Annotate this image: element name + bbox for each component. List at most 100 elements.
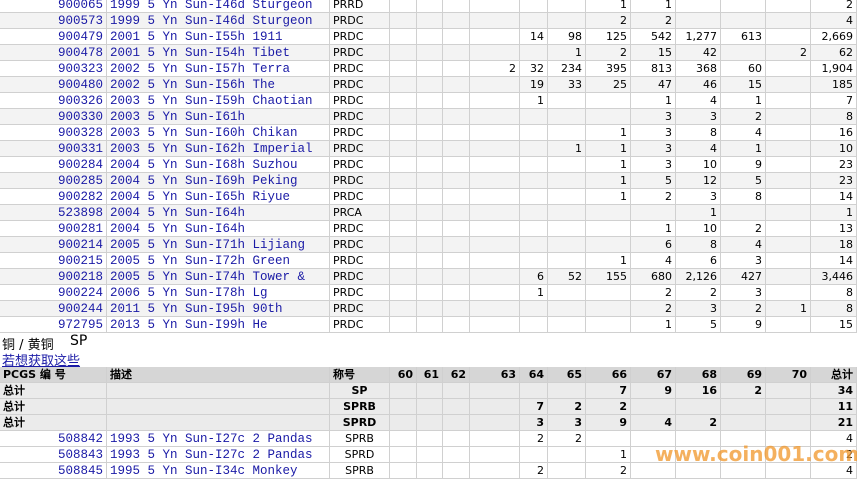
description[interactable]: 1993 5 Yn Sun-I27c 2 Pandas — [107, 431, 330, 447]
grade-count: 3 — [631, 157, 676, 173]
total-count: 8 — [811, 109, 857, 125]
pcgs-number[interactable]: 523898 — [0, 205, 107, 221]
total-count: 21 — [811, 415, 857, 431]
pcgs-number[interactable]: 900331 — [0, 141, 107, 157]
designation: SPRB — [330, 431, 390, 447]
grade-count — [443, 285, 470, 301]
pcgs-number[interactable]: 900244 — [0, 301, 107, 317]
grade-count: 2 — [548, 431, 586, 447]
description[interactable]: 2003 5 Yn Sun-I59h Chaotian — [107, 93, 330, 109]
grade-count — [586, 317, 631, 333]
description[interactable]: 1995 5 Yn Sun-I34c Monkey — [107, 463, 330, 479]
description[interactable]: 2002 5 Yn Sun-I57h Terra — [107, 61, 330, 77]
pcgs-number[interactable]: 900215 — [0, 253, 107, 269]
grade-count — [390, 285, 417, 301]
pcgs-number[interactable]: 900285 — [0, 173, 107, 189]
grade-count: 2 — [721, 109, 766, 125]
description[interactable]: 2001 5 Yn Sun-I55h 1911 — [107, 29, 330, 45]
grade-count — [390, 221, 417, 237]
description[interactable]: 2004 5 Yn Sun-I64h — [107, 205, 330, 221]
grade-count — [417, 317, 443, 333]
grade-count — [417, 285, 443, 301]
section-subtitle: SP — [70, 333, 88, 349]
grade-count: 1 — [586, 173, 631, 189]
grade-count — [470, 125, 520, 141]
pcgs-number[interactable]: 900479 — [0, 29, 107, 45]
grade-count — [766, 463, 811, 479]
row-label: 总计 — [0, 415, 107, 431]
grade-count — [721, 45, 766, 61]
pcgs-number[interactable]: 900330 — [0, 109, 107, 125]
total-count: 23 — [811, 157, 857, 173]
description[interactable]: 2013 5 Yn Sun-I99h He — [107, 317, 330, 333]
description[interactable]: 1999 5 Yn Sun-I46d Sturgeon — [107, 0, 330, 13]
description[interactable]: 2002 5 Yn Sun-I56h The — [107, 77, 330, 93]
description[interactable]: 2004 5 Yn Sun-I68h Suzhou — [107, 157, 330, 173]
access-link[interactable]: 若想获取这些 — [2, 354, 81, 369]
description — [107, 399, 330, 415]
pcgs-number[interactable]: 900214 — [0, 237, 107, 253]
description[interactable]: 2001 5 Yn Sun-I54h Tibet — [107, 45, 330, 61]
pcgs-number[interactable]: 972795 — [0, 317, 107, 333]
grade-count: 613 — [721, 29, 766, 45]
grade-count — [443, 157, 470, 173]
pcgs-number[interactable]: 900326 — [0, 93, 107, 109]
description[interactable]: 2005 5 Yn Sun-I74h Tower & — [107, 269, 330, 285]
pcgs-number[interactable]: 900284 — [0, 157, 107, 173]
pcgs-number[interactable]: 900282 — [0, 189, 107, 205]
grade-count: 8 — [676, 125, 721, 141]
pcgs-number[interactable]: 508845 — [0, 463, 107, 479]
grade-count: 2 — [586, 399, 631, 415]
grade-count — [470, 383, 520, 399]
description[interactable]: 2003 5 Yn Sun-I60h Chikan — [107, 125, 330, 141]
pcgs-number[interactable]: 900480 — [0, 77, 107, 93]
grade-count — [548, 205, 586, 221]
column-header: 70 — [766, 367, 811, 383]
description[interactable]: 2005 5 Yn Sun-I72h Green — [107, 253, 330, 269]
pcgs-number[interactable]: 508843 — [0, 447, 107, 463]
grade-count: 9 — [631, 383, 676, 399]
pcgs-number[interactable]: 900065 — [0, 0, 107, 13]
description[interactable]: 2004 5 Yn Sun-I65h Riyue — [107, 189, 330, 205]
grade-count: 1 — [586, 447, 631, 463]
grade-count — [417, 237, 443, 253]
pcgs-number[interactable]: 900224 — [0, 285, 107, 301]
column-header: 66 — [586, 367, 631, 383]
grade-count — [470, 317, 520, 333]
description[interactable]: 1993 5 Yn Sun-I27c 2 Pandas — [107, 447, 330, 463]
description[interactable]: 2011 5 Yn Sun-I95h 90th — [107, 301, 330, 317]
pcgs-number[interactable]: 900218 — [0, 269, 107, 285]
pcgs-number[interactable]: 508842 — [0, 431, 107, 447]
grade-count — [417, 383, 443, 399]
pcgs-number[interactable]: 900281 — [0, 221, 107, 237]
pcgs-number[interactable]: 900478 — [0, 45, 107, 61]
grade-count: 15 — [631, 45, 676, 61]
grade-count — [548, 463, 586, 479]
designation: PRDC — [330, 109, 390, 125]
section-title: 铜 / 黄铜 — [2, 338, 54, 353]
description[interactable]: 2004 5 Yn Sun-I69h Peking — [107, 173, 330, 189]
pcgs-number[interactable]: 900573 — [0, 13, 107, 29]
grade-count: 2 — [520, 463, 548, 479]
pcgs-number[interactable]: 900328 — [0, 125, 107, 141]
designation: SPRD — [330, 415, 390, 431]
description[interactable]: 2006 5 Yn Sun-I78h Lg — [107, 285, 330, 301]
grade-count — [390, 317, 417, 333]
description[interactable]: 2003 5 Yn Sun-I62h Imperial — [107, 141, 330, 157]
grade-count — [470, 253, 520, 269]
description[interactable]: 2005 5 Yn Sun-I71h Lijiang — [107, 237, 330, 253]
description[interactable]: 1999 5 Yn Sun-I46d Sturgeon — [107, 13, 330, 29]
grade-count — [721, 431, 766, 447]
grade-count: 2 — [586, 463, 631, 479]
grade-count: 25 — [586, 77, 631, 93]
grade-count — [443, 399, 470, 415]
description — [107, 415, 330, 431]
description[interactable]: 2004 5 Yn Sun-I64h — [107, 221, 330, 237]
description[interactable]: 2003 5 Yn Sun-I61h — [107, 109, 330, 125]
grade-count — [520, 253, 548, 269]
pcgs-number[interactable]: 900323 — [0, 61, 107, 77]
grade-count: 1 — [586, 141, 631, 157]
grade-count: 7 — [586, 383, 631, 399]
grade-count — [520, 13, 548, 29]
grade-count — [548, 447, 586, 463]
